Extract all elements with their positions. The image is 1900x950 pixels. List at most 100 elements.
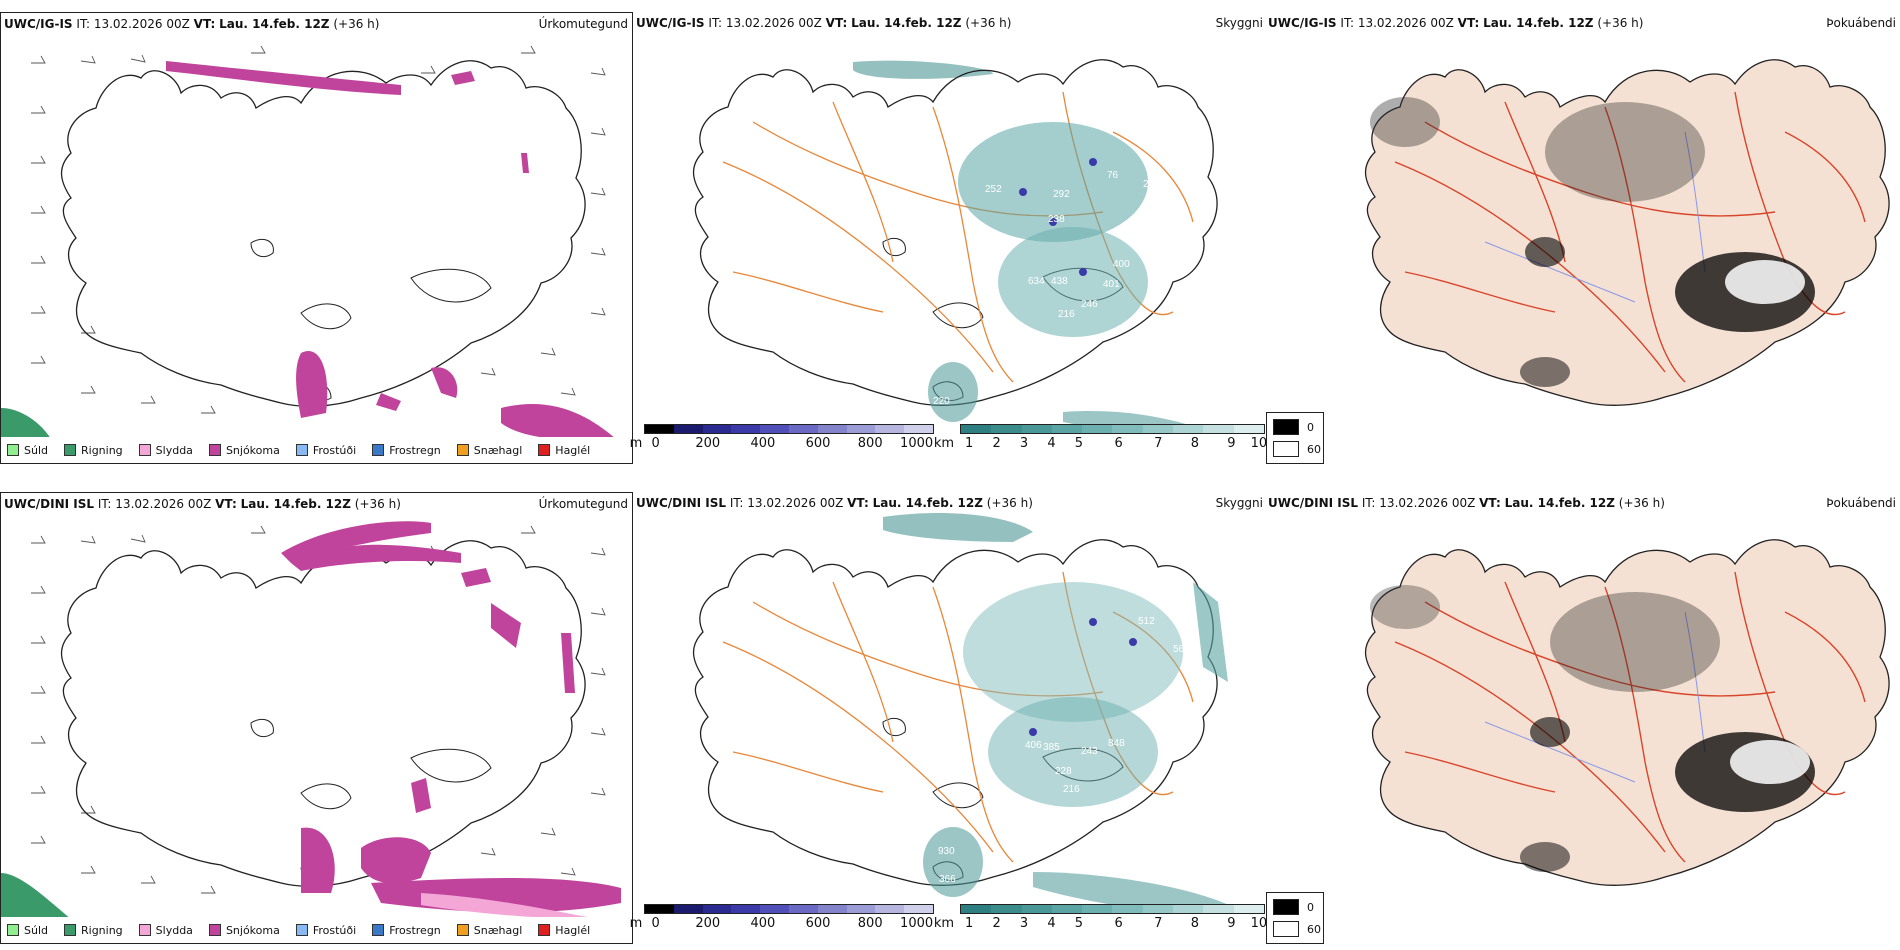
legend-item: Rigning xyxy=(64,924,123,937)
panel-header: UWC/DINI ISL IT: 13.02.2026 00Z VT: Lau.… xyxy=(4,497,401,511)
legend-swatch xyxy=(295,924,308,936)
panel-title: Úrkomutegund xyxy=(538,17,628,31)
map-label: 930 xyxy=(938,846,955,857)
map-label: 20 xyxy=(1143,179,1155,190)
legend-swatch xyxy=(372,924,385,936)
map-label: 292 xyxy=(1053,189,1070,200)
precip-legend: Súld Rigning Slydda Snjókoma Frostúði Fr… xyxy=(1,917,632,943)
legend-item: Rigning xyxy=(64,444,123,457)
panel-title: Úrkomutegund xyxy=(538,497,628,511)
panel-title: Skyggni xyxy=(1215,16,1263,30)
map-label: 366 xyxy=(939,874,956,885)
legend-item: Frostregn xyxy=(372,444,441,457)
visibility-map: 220 252 292 238 634 438 400 401 246 216 … xyxy=(633,12,1263,432)
map-label: 243 xyxy=(1081,746,1098,757)
legend-item: Snæhagl xyxy=(456,924,522,937)
map-label: 848 xyxy=(1108,738,1125,749)
legend-item: Frostúði xyxy=(295,924,356,937)
map-label: 561 xyxy=(1173,644,1190,655)
map-label: 76 xyxy=(1107,170,1119,181)
legend-swatch xyxy=(538,924,551,936)
map-label: 220 xyxy=(933,396,950,407)
precip-map xyxy=(1,521,621,919)
legend-item: Haglél xyxy=(538,924,590,937)
map-label: 216 xyxy=(1058,309,1075,320)
legend-swatch xyxy=(138,444,151,456)
legend-item: Snæhagl xyxy=(456,444,522,457)
legend-swatch xyxy=(1273,419,1299,435)
legend-item: Súld xyxy=(7,924,48,937)
colorbar-ticks: m 0 200 400 600 800 1000 xyxy=(629,436,934,451)
colorbar-strip xyxy=(960,904,1265,914)
fog-map xyxy=(1265,12,1900,432)
legend-swatch xyxy=(64,444,76,456)
precip-map xyxy=(1,45,631,439)
map-label: 438 xyxy=(1051,276,1068,287)
legend-swatch xyxy=(1273,899,1299,915)
map-label: 238 xyxy=(1048,214,1065,225)
legend-item: Frostregn xyxy=(372,924,441,937)
legend-item: Slydda xyxy=(138,924,193,937)
map-label: 634 xyxy=(1028,276,1045,287)
ceiling-colorbar-1: m 0 200 400 600 800 1000 xyxy=(629,424,934,451)
panel-header: UWC/IG-IS IT: 13.02.2026 00Z VT: Lau. 14… xyxy=(4,17,380,31)
map-label: 130 xyxy=(943,709,960,720)
legend-swatch xyxy=(208,444,221,456)
colorbar-strip xyxy=(644,424,934,434)
visibility-map: 930 366 130 406 385 243 848 228 216 512 … xyxy=(633,512,1233,912)
map-label: 512 xyxy=(1138,616,1155,627)
legend-item: Frostúði xyxy=(295,444,356,457)
map-label: 400 xyxy=(1113,259,1130,270)
visibility-panel-1: UWC/IG-IS IT: 13.02.2026 00Z VT: Lau. 14… xyxy=(633,12,1263,464)
colorbar-ticks: m 0 200 400 600 800 1000 xyxy=(629,916,934,931)
legend-swatch xyxy=(7,924,19,936)
panel-header: UWC/IG-IS IT: 13.02.2026 00Z VT: Lau. 14… xyxy=(636,16,1012,30)
map-label: 228 xyxy=(1055,766,1072,777)
legend-swatch xyxy=(1273,441,1299,457)
map-label: 406 xyxy=(1025,740,1042,751)
map-label: 252 xyxy=(985,184,1002,195)
legend-swatch xyxy=(1273,921,1299,937)
legend-item: Slydda xyxy=(138,444,193,457)
precip-panel-1: UWC/IG-IS IT: 13.02.2026 00Z VT: Lau. 14… xyxy=(0,12,633,464)
fog-legend-1: 0 60 xyxy=(1266,412,1324,464)
precip-panel-2: UWC/DINI ISL IT: 13.02.2026 00Z VT: Lau.… xyxy=(0,492,633,944)
map-label: 401 xyxy=(1103,279,1120,290)
fog-panel-2: UWC/DINI ISL IT: 13.02.2026 00Z VT: Lau.… xyxy=(1265,492,1900,944)
panel-header: UWC/DINI ISL IT: 13.02.2026 00Z VT: Lau.… xyxy=(1268,496,1665,510)
visibility-colorbar-1: km 1 2 3 4 5 6 7 8 9 10 xyxy=(933,424,1268,451)
fog-panel-1: UWC/IG-IS IT: 13.02.2026 00Z VT: Lau. 14… xyxy=(1265,12,1900,464)
legend-swatch xyxy=(456,444,469,456)
fog-legend-2: 0 60 xyxy=(1266,892,1324,944)
colorbar-ticks: km 1 2 3 4 5 6 7 8 9 10 xyxy=(933,916,1268,931)
colorbar-strip xyxy=(960,424,1265,434)
panel-title: Skyggni xyxy=(1215,496,1263,510)
colorbar-ticks: km 1 2 3 4 5 6 7 8 9 10 xyxy=(933,436,1268,451)
legend-item: Súld xyxy=(7,444,48,457)
panel-title: Þokuábendi xyxy=(1826,496,1896,510)
legend-swatch xyxy=(372,444,385,456)
map-label: 385 xyxy=(1043,742,1060,753)
precip-legend: Súld Rigning Slydda Snjókoma Frostúði Fr… xyxy=(1,437,632,463)
legend-swatch xyxy=(138,924,151,936)
legend-item: Snjókoma xyxy=(208,924,280,937)
map-label: 46 xyxy=(945,244,957,255)
map-label: 246 xyxy=(1081,299,1098,310)
legend-swatch xyxy=(295,444,308,456)
legend-swatch xyxy=(456,924,469,936)
panel-header: UWC/IG-IS IT: 13.02.2026 00Z VT: Lau. 14… xyxy=(1268,16,1644,30)
legend-item: Haglél xyxy=(538,444,590,457)
legend-swatch xyxy=(208,924,221,936)
panel-title: Þokuábendi xyxy=(1826,16,1896,30)
legend-swatch xyxy=(7,444,19,456)
legend-swatch xyxy=(64,924,76,936)
legend-item: Snjókoma xyxy=(208,444,280,457)
panel-header: UWC/DINI ISL IT: 13.02.2026 00Z VT: Lau.… xyxy=(636,496,1033,510)
legend-swatch xyxy=(538,444,551,456)
colorbar-strip xyxy=(644,904,934,914)
visibility-colorbar-2: km 1 2 3 4 5 6 7 8 9 10 xyxy=(933,904,1268,931)
fog-map xyxy=(1265,492,1900,912)
visibility-panel-2: UWC/DINI ISL IT: 13.02.2026 00Z VT: Lau.… xyxy=(633,492,1263,944)
ceiling-colorbar-2: m 0 200 400 600 800 1000 xyxy=(629,904,934,931)
map-label: 216 xyxy=(1063,784,1080,795)
